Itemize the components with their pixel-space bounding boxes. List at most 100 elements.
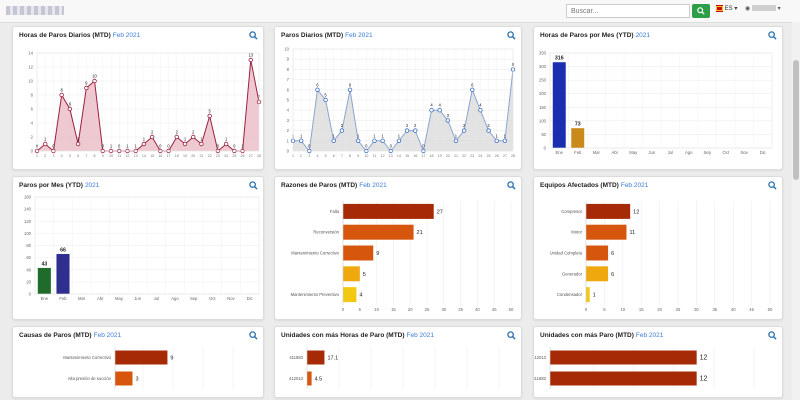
brand-logo[interactable] — [6, 6, 64, 15]
bar — [571, 128, 585, 148]
x-tick-label: Feb — [59, 296, 67, 301]
x-tick-label: 4 — [316, 154, 318, 158]
x-tick-label: 25 — [487, 154, 491, 158]
data-label: 7 — [258, 95, 261, 100]
zoom-icon[interactable] — [249, 331, 258, 340]
card-title: Horas de Paros por Mes (YTD) 2021 — [540, 32, 651, 39]
series-line — [36, 59, 260, 152]
data-label: 0 — [102, 144, 105, 149]
y-tick-label: 411883 — [289, 355, 303, 360]
data-point — [298, 138, 304, 143]
data-point — [199, 141, 204, 147]
data-label: 1 — [333, 133, 336, 138]
x-tick-label: Ago — [685, 150, 693, 155]
x-tick-label: 5 — [603, 307, 606, 312]
y-tick-label: 6 — [287, 87, 290, 92]
data-label: 11 — [629, 230, 635, 236]
data-label: 1 — [496, 133, 499, 138]
zoom-icon[interactable] — [768, 331, 777, 340]
card-unidades-horas-paro: Unidades con más Horas de Paro (MTD) Feb … — [274, 326, 522, 398]
zoom-icon[interactable] — [768, 31, 777, 40]
scrollbar-thumb[interactable] — [793, 60, 799, 180]
data-label: 3 — [447, 113, 450, 118]
x-tick-label: 17 — [421, 154, 425, 158]
zoom-icon[interactable] — [249, 181, 258, 190]
card-title: Razones de Paros (MTD) Feb 2021 — [281, 182, 387, 189]
language-selector[interactable]: ES ▾ — [716, 5, 737, 12]
x-tick-label: 22 — [208, 154, 212, 158]
zoom-icon[interactable] — [768, 181, 777, 190]
x-tick-label: 14 — [397, 154, 401, 158]
data-point — [84, 85, 89, 91]
y-tick-label: 10 — [284, 47, 289, 52]
data-label: 73 — [575, 122, 581, 128]
bar — [586, 266, 609, 282]
card-title: Paros Diarios (MTD) Feb 2021 — [281, 32, 373, 39]
data-label: 1 — [184, 137, 187, 142]
x-tick-label: 25 — [676, 307, 681, 312]
data-point — [92, 78, 97, 84]
data-label: 6 — [316, 82, 319, 87]
data-label: 8 — [512, 62, 515, 67]
x-tick-label: 10 — [364, 154, 368, 158]
data-point — [461, 128, 467, 133]
x-tick-label: 50 — [509, 307, 514, 312]
x-tick-label: 26 — [495, 154, 499, 158]
x-tick-label: 50 — [768, 307, 773, 312]
zoom-icon[interactable] — [249, 31, 258, 40]
y-tick-label: Generador — [562, 271, 583, 276]
x-tick-label: Dic — [760, 150, 766, 155]
bar — [586, 203, 631, 219]
x-tick-label: Ago — [171, 296, 179, 301]
y-tick-label: 412013 — [289, 376, 304, 381]
y-tick-label: 80 — [26, 243, 31, 248]
data-point — [396, 138, 402, 143]
x-tick-label: 13 — [134, 154, 138, 158]
data-label: 0 — [233, 144, 236, 149]
data-point — [149, 134, 155, 140]
bar-chart: 0 50 100 150 200 250 300 350 Ene 316 Feb 73 Mar Abr Ma… — [539, 51, 773, 155]
data-label: 6 — [69, 102, 72, 107]
x-tick-label: 2 — [300, 154, 302, 158]
data-point — [43, 141, 48, 147]
y-tick-label: 6 — [31, 107, 34, 112]
y-tick-label: 200 — [539, 91, 547, 96]
hbar-chart: 412013 12 411883 12 — [534, 347, 755, 389]
search-button[interactable] — [692, 4, 710, 18]
user-name — [751, 5, 776, 12]
x-tick-label: 10 — [620, 307, 625, 312]
data-label: 1 — [504, 133, 507, 138]
hbar-chart: Mantenimiento Correctivo 9 Alta presión de… — [63, 347, 234, 389]
x-tick-label: May — [629, 150, 638, 155]
x-tick-label: 13 — [389, 154, 393, 158]
plot-frame — [292, 48, 514, 152]
data-label: 2 — [341, 123, 344, 128]
user-menu[interactable]: ◉ ▾ — [745, 5, 781, 12]
y-tick-label: 7 — [287, 77, 290, 82]
x-tick-label: 5 — [325, 154, 327, 158]
data-label: 1 — [593, 293, 596, 299]
data-point — [478, 107, 483, 113]
data-point — [339, 128, 345, 133]
scrollbar-track[interactable] — [792, 22, 800, 400]
card-paros-mes: Paros por Mes (YTD) 2021 0 20 40 60 80 100 120 1… — [12, 176, 264, 320]
search-input[interactable] — [566, 4, 690, 18]
zoom-icon[interactable] — [507, 31, 516, 40]
x-tick-label: 20 — [191, 154, 195, 158]
data-point — [323, 97, 328, 103]
x-tick-label: 30 — [441, 307, 446, 312]
zoom-icon[interactable] — [507, 181, 516, 190]
y-tick-label: 9 — [287, 57, 290, 62]
data-point — [453, 138, 459, 143]
x-tick-label: 16 — [413, 154, 417, 158]
y-tick-label: 160 — [24, 195, 32, 200]
y-tick-label: 3 — [287, 118, 290, 123]
zoom-icon[interactable] — [507, 331, 516, 340]
x-tick-label: Dic — [247, 296, 253, 301]
bar — [37, 267, 51, 294]
data-label: 12 — [700, 355, 708, 362]
data-label: 1 — [134, 144, 137, 149]
x-tick-label: Jul — [154, 296, 159, 301]
data-label: 0 — [52, 144, 55, 149]
x-tick-label: 16 — [158, 154, 162, 158]
